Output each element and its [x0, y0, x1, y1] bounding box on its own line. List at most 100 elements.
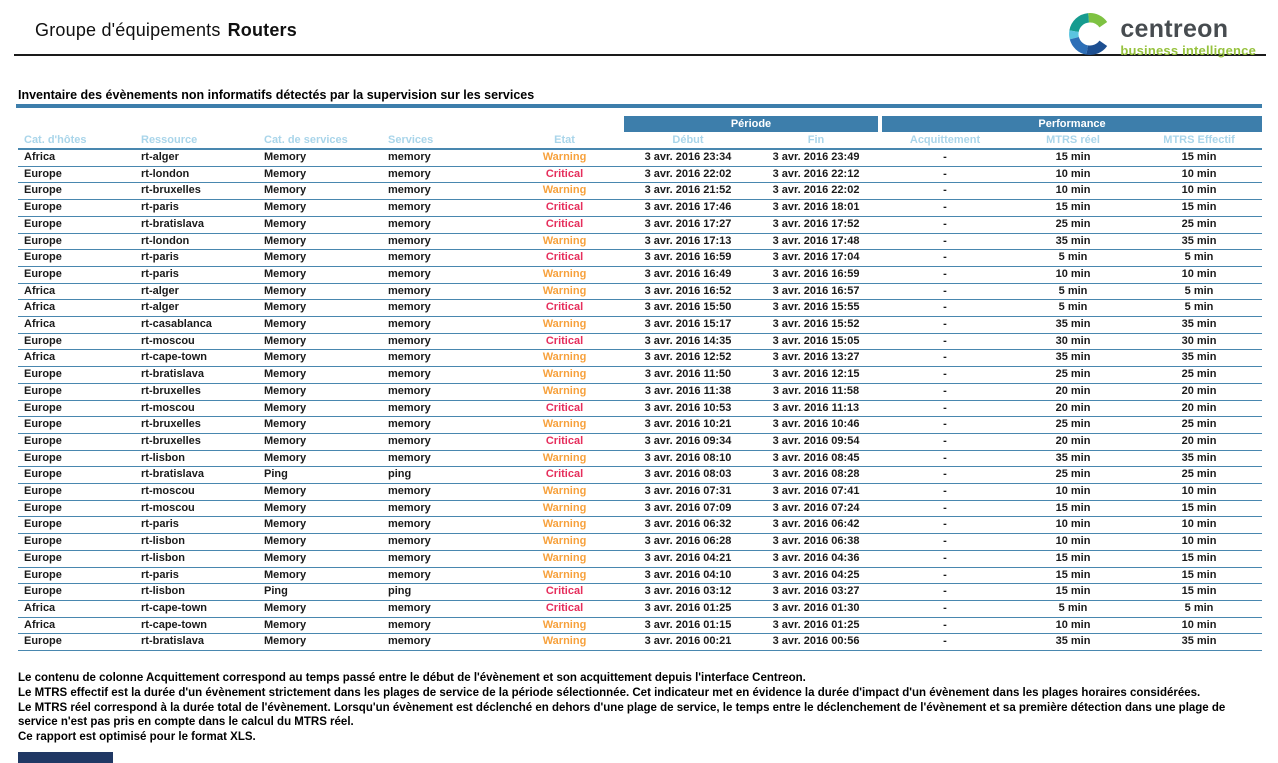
cell-service-category: Memory: [258, 433, 382, 451]
cell-service: memory: [382, 216, 505, 234]
cell-host-category: Europe: [18, 366, 135, 384]
page-footer-bar: [18, 752, 113, 763]
cell-acknowledgement: -: [880, 450, 1011, 468]
cell-service: memory: [382, 366, 505, 384]
cell-acknowledgement: -: [880, 400, 1011, 418]
cell-start: 3 avr. 2016 16:49: [624, 266, 752, 284]
cell-host-category: Europe: [18, 533, 135, 551]
cell-host-category: Europe: [18, 383, 135, 401]
cell-mtrs-real: 15 min: [1010, 500, 1137, 518]
cell-service-category: Memory: [258, 633, 382, 652]
cell-mtrs-real: 35 min: [1010, 316, 1137, 334]
cell-service-category: Memory: [258, 182, 382, 201]
cell-end: 3 avr. 2016 11:58: [752, 383, 881, 401]
cell-mtrs-effective: 5 min: [1136, 299, 1263, 318]
cell-end: 3 avr. 2016 15:05: [752, 333, 881, 351]
cell-end: 3 avr. 2016 16:57: [752, 283, 881, 301]
cell-end: 3 avr. 2016 10:46: [752, 416, 881, 434]
cell-state: Warning: [505, 617, 624, 635]
cell-mtrs-effective: 10 min: [1136, 166, 1263, 184]
cell-host-category: Africa: [18, 283, 135, 301]
cell-end: 3 avr. 2016 12:15: [752, 366, 881, 384]
cell-acknowledgement: -: [880, 249, 1011, 267]
cell-end: 3 avr. 2016 03:27: [752, 583, 881, 601]
cell-service: memory: [382, 283, 505, 301]
cell-end: 3 avr. 2016 06:38: [752, 533, 881, 551]
cell-host-category: Europe: [18, 182, 135, 201]
cell-acknowledgement: -: [880, 316, 1011, 334]
cell-service-category: Memory: [258, 149, 382, 167]
cell-start: 3 avr. 2016 04:10: [624, 567, 752, 585]
section-title: Inventaire des évènements non informatif…: [18, 88, 535, 102]
cell-service: memory: [382, 149, 505, 167]
cell-acknowledgement: -: [880, 199, 1011, 217]
cell-mtrs-effective: 5 min: [1136, 249, 1263, 267]
cell-service: memory: [382, 299, 505, 318]
cell-mtrs-effective: 15 min: [1136, 583, 1263, 601]
logo-tagline: business intelligence: [1120, 42, 1256, 58]
table-row: Europe rt-bruxelles Memory memory Warning 3 a…: [18, 182, 1263, 201]
cell-mtrs-effective: 25 min: [1136, 416, 1263, 434]
cell-start: 3 avr. 2016 00:21: [624, 633, 752, 652]
table-row: Africa rt-alger Memory memory Critical 3 avr.…: [18, 299, 1263, 318]
cell-mtrs-effective: 5 min: [1136, 283, 1263, 301]
cell-host-category: Europe: [18, 516, 135, 535]
cell-end: 3 avr. 2016 01:30: [752, 600, 881, 618]
cell-end: 3 avr. 2016 04:36: [752, 550, 881, 568]
centreon-logo: centreon business intelligence: [1068, 12, 1256, 61]
cell-resource: rt-bruxelles: [135, 433, 258, 451]
cell-service-category: Memory: [258, 333, 382, 351]
table-row: Africa rt-alger Memory memory Warning 3 avr. …: [18, 149, 1263, 167]
cell-acknowledgement: -: [880, 550, 1011, 568]
cell-mtrs-effective: 15 min: [1136, 550, 1263, 568]
cell-mtrs-real: 25 min: [1010, 416, 1137, 434]
cell-host-category: Europe: [18, 550, 135, 568]
cell-mtrs-effective: 10 min: [1136, 483, 1263, 501]
cell-mtrs-real: 5 min: [1010, 283, 1137, 301]
cell-mtrs-effective: 20 min: [1136, 433, 1263, 451]
cell-mtrs-effective: 15 min: [1136, 500, 1263, 518]
cell-host-category: Europe: [18, 466, 135, 485]
cell-start: 3 avr. 2016 15:50: [624, 299, 752, 318]
column-header-resource: Ressource: [135, 132, 258, 150]
footer-note-mtrs-reel: Le MTRS réel correspond à la durée total…: [18, 701, 1226, 729]
cell-acknowledgement: -: [880, 366, 1011, 384]
cell-start: 3 avr. 2016 23:34: [624, 149, 752, 167]
cell-mtrs-real: 5 min: [1010, 299, 1137, 318]
cell-end: 3 avr. 2016 07:24: [752, 500, 881, 518]
cell-state: Warning: [505, 316, 624, 334]
cell-end: 3 avr. 2016 15:55: [752, 299, 881, 318]
cell-mtrs-real: 20 min: [1010, 433, 1137, 451]
cell-end: 3 avr. 2016 15:52: [752, 316, 881, 334]
cell-resource: rt-paris: [135, 516, 258, 535]
cell-service: memory: [382, 567, 505, 585]
cell-acknowledgement: -: [880, 333, 1011, 351]
cell-resource: rt-cape-town: [135, 617, 258, 635]
cell-end: 3 avr. 2016 00:56: [752, 633, 881, 652]
table-row: Europe rt-paris Memory memory Warning 3 avr. …: [18, 516, 1263, 535]
cell-host-category: Europe: [18, 433, 135, 451]
cell-service: memory: [382, 266, 505, 284]
cell-start: 3 avr. 2016 01:25: [624, 600, 752, 618]
cell-acknowledgement: -: [880, 216, 1011, 234]
cell-service-category: Memory: [258, 617, 382, 635]
cell-acknowledgement: -: [880, 567, 1011, 585]
cell-acknowledgement: -: [880, 383, 1011, 401]
cell-mtrs-effective: 35 min: [1136, 349, 1263, 368]
cell-service-category: Memory: [258, 349, 382, 368]
cell-mtrs-effective: 35 min: [1136, 233, 1263, 251]
cell-service-category: Memory: [258, 567, 382, 585]
table-row: Africa rt-cape-town Memory memory Warning 3 a…: [18, 617, 1263, 635]
cell-mtrs-real: 5 min: [1010, 600, 1137, 618]
table-row: Europe rt-paris Memory memory Critical 3 avr.…: [18, 199, 1263, 217]
cell-service-category: Memory: [258, 400, 382, 418]
cell-host-category: Europe: [18, 416, 135, 434]
cell-resource: rt-bruxelles: [135, 383, 258, 401]
page-title-value: Routers: [227, 20, 297, 40]
cell-mtrs-effective: 10 min: [1136, 182, 1263, 201]
cell-resource: rt-london: [135, 166, 258, 184]
cell-end: 3 avr. 2016 22:12: [752, 166, 881, 184]
cell-state: Critical: [505, 333, 624, 351]
cell-service: ping: [382, 583, 505, 601]
cell-state: Critical: [505, 433, 624, 451]
